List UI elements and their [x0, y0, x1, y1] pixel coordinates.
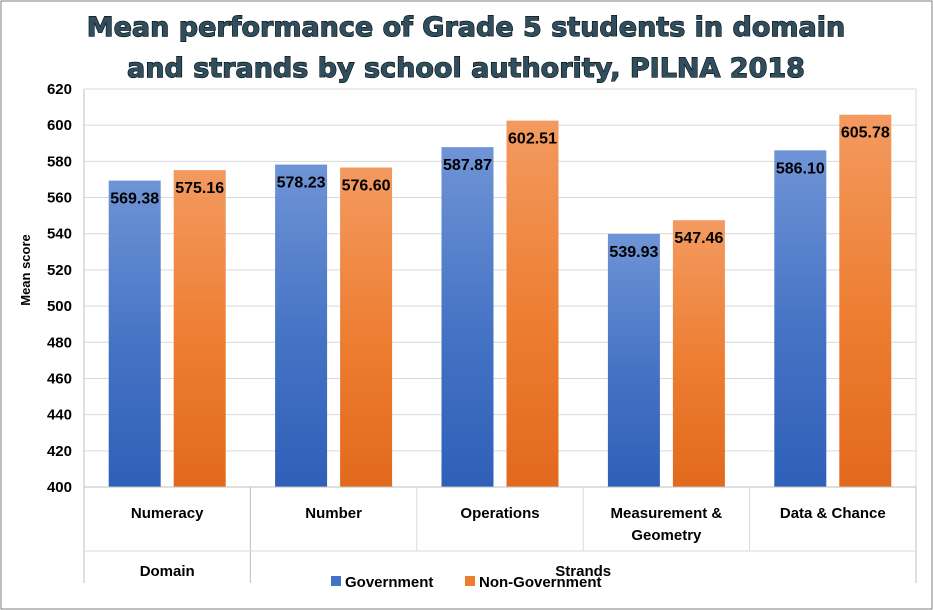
legend: Government Non-Government — [331, 574, 602, 591]
x-category-label: Geometry — [631, 527, 702, 544]
y-tick-label: 580 — [47, 153, 72, 170]
data-label-non-government: 576.60 — [342, 178, 391, 195]
bar-non-government — [340, 167, 393, 488]
data-label-government: 587.87 — [443, 157, 492, 174]
y-tick-label: 480 — [47, 334, 72, 351]
y-tick-label: 400 — [47, 479, 72, 496]
y-axis-title: Mean score — [18, 234, 33, 306]
bar-government — [607, 233, 660, 487]
x-category-label: Operations — [460, 505, 539, 522]
y-tick-label: 560 — [47, 190, 72, 207]
y-tick-label: 540 — [47, 226, 72, 243]
y-tick-label: 460 — [47, 370, 72, 387]
legend-label-non-government: Non-Government — [479, 574, 602, 591]
legend-label-government: Government — [345, 574, 433, 591]
y-tick-label: 600 — [47, 117, 72, 134]
y-tick-label: 440 — [47, 407, 72, 424]
bar-government — [275, 164, 328, 487]
y-tick-label: 500 — [47, 298, 72, 315]
plot-area: 400 420 440 460 480 500 520 540 560 580 600 620 569.… — [47, 81, 917, 583]
x-category-label: Measurement & — [611, 505, 723, 522]
x-category-label: Numeracy — [131, 505, 204, 522]
data-label-government: 578.23 — [277, 175, 326, 192]
legend-swatch-non-government — [465, 576, 475, 586]
bar-non-government — [839, 114, 892, 487]
bar-non-government — [506, 120, 559, 488]
x-group-label: Domain — [140, 563, 195, 580]
x-group-label: Strands — [555, 563, 611, 580]
data-label-government: 569.38 — [110, 191, 159, 208]
chart-title-line-1: Mean performance of Grade 5 students in … — [87, 12, 846, 43]
y-tick-label: 420 — [47, 443, 72, 460]
x-category-label: Number — [305, 505, 362, 522]
bar-non-government — [672, 220, 725, 488]
chart-title-line-2: and strands by school authority, PILNA 2… — [127, 53, 805, 84]
x-category-label: Data & Chance — [780, 505, 886, 522]
data-label-government: 586.10 — [776, 160, 825, 177]
data-label-non-government: 575.16 — [175, 180, 224, 197]
data-label-non-government: 602.51 — [508, 131, 557, 148]
data-label-non-government: 547.46 — [674, 230, 723, 247]
bar-government — [441, 147, 494, 487]
data-label-government: 539.93 — [609, 244, 658, 261]
bar-non-government — [173, 170, 226, 487]
bar-government — [774, 150, 827, 487]
data-label-non-government: 605.78 — [841, 125, 890, 142]
legend-swatch-government — [331, 576, 341, 586]
bar-government — [108, 180, 161, 488]
y-tick-label: 620 — [47, 81, 72, 98]
y-tick-label: 520 — [47, 262, 72, 279]
